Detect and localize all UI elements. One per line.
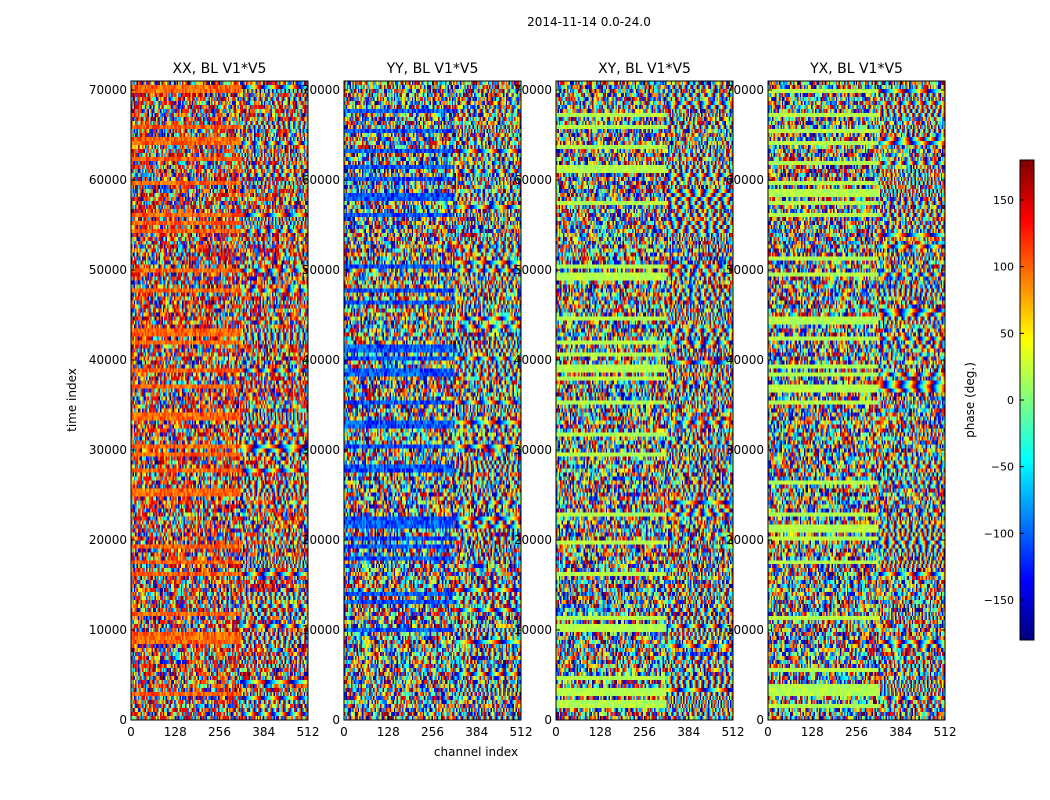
colorbar-tick-label: 100 bbox=[993, 261, 1014, 274]
y-tick-label: 20000 bbox=[514, 533, 552, 547]
y-tick-label: 40000 bbox=[726, 353, 764, 367]
x-tick-label: 256 bbox=[208, 725, 231, 739]
heatmap-panel: XY, BL V1*V5 0 128 256 384 512 0 10000 20000 3000… bbox=[514, 61, 745, 739]
x-tick-label: 0 bbox=[340, 725, 348, 739]
x-tick-label: 0 bbox=[764, 725, 772, 739]
y-tick-label: 50000 bbox=[89, 263, 127, 277]
y-tick-label: 10000 bbox=[726, 623, 764, 637]
x-tick-label: 512 bbox=[934, 725, 957, 739]
x-tick-label: 384 bbox=[465, 725, 488, 739]
y-tick-label: 20000 bbox=[726, 533, 764, 547]
y-tick-label: 60000 bbox=[89, 173, 127, 187]
y-tick-label: 70000 bbox=[514, 83, 552, 97]
y-tick-label: 60000 bbox=[514, 173, 552, 187]
y-tick-label: 50000 bbox=[726, 263, 764, 277]
y-tick-label: 30000 bbox=[89, 443, 127, 457]
y-tick-label: 10000 bbox=[89, 623, 127, 637]
y-tick-label: 70000 bbox=[302, 83, 340, 97]
heatmap-image bbox=[768, 81, 945, 720]
colorbar: −150 −100 −50 0 50 100 150 phase (deg.) bbox=[963, 159, 1035, 641]
colorbar-tick-label: 150 bbox=[993, 194, 1014, 207]
y-tick-label: 0 bbox=[332, 713, 340, 727]
colorbar-tick-label: −100 bbox=[984, 527, 1014, 540]
y-tick-label: 0 bbox=[756, 713, 764, 727]
figure-suptitle: 2014-11-14 0.0-24.0 bbox=[527, 15, 651, 29]
y-tick-label: 20000 bbox=[89, 533, 127, 547]
y-tick-label: 0 bbox=[119, 713, 127, 727]
y-tick-label: 0 bbox=[544, 713, 552, 727]
x-tick-label: 256 bbox=[421, 725, 444, 739]
x-tick-label: 384 bbox=[252, 725, 275, 739]
colorbar-label: phase (deg.) bbox=[963, 362, 977, 438]
colorbar-tick-label: 0 bbox=[1007, 394, 1014, 407]
panel-title: XX, BL V1*V5 bbox=[173, 61, 267, 77]
colorbar-tick-label: 50 bbox=[1000, 327, 1014, 340]
heatmap-panel: YY, BL V1*V5 0 128 256 384 512 0 10000 20000 3000… bbox=[302, 61, 533, 739]
x-tick-label: 256 bbox=[633, 725, 656, 739]
colorbar-tick-label: −50 bbox=[991, 461, 1014, 474]
x-tick-label: 512 bbox=[297, 725, 320, 739]
x-tick-label: 128 bbox=[377, 725, 400, 739]
y-tick-label: 40000 bbox=[514, 353, 552, 367]
x-tick-label: 512 bbox=[722, 725, 745, 739]
colorbar-ticks: −150 −100 −50 0 50 100 150 bbox=[984, 194, 1024, 607]
x-tick-label: 128 bbox=[801, 725, 824, 739]
y-tick-label: 50000 bbox=[514, 263, 552, 277]
panel-title: YY, BL V1*V5 bbox=[386, 61, 479, 77]
heatmap-image bbox=[131, 81, 308, 720]
heatmap-panel: YX, BL V1*V5 0 128 256 384 512 0 10000 20000 3000… bbox=[726, 61, 957, 739]
y-tick-label: 10000 bbox=[302, 623, 340, 637]
x-tick-label: 384 bbox=[889, 725, 912, 739]
y-tick-label: 30000 bbox=[726, 443, 764, 457]
y-tick-label: 30000 bbox=[514, 443, 552, 457]
x-tick-label: 384 bbox=[677, 725, 700, 739]
heatmap-panels: XX, BL V1*V5 0 128 256 384 512 0 10000 20000 3000… bbox=[89, 61, 957, 739]
y-tick-label: 40000 bbox=[302, 353, 340, 367]
x-tick-label: 128 bbox=[589, 725, 612, 739]
panel-title: XY, BL V1*V5 bbox=[598, 61, 691, 77]
colorbar-tick-label: −150 bbox=[984, 594, 1014, 607]
y-tick-label: 10000 bbox=[514, 623, 552, 637]
y-tick-label: 70000 bbox=[726, 83, 764, 97]
heatmap-panel: XX, BL V1*V5 0 128 256 384 512 0 10000 20000 3000… bbox=[89, 61, 320, 739]
x-tick-label: 128 bbox=[164, 725, 187, 739]
x-tick-label: 0 bbox=[127, 725, 135, 739]
heatmap-image bbox=[344, 81, 521, 720]
y-tick-label: 60000 bbox=[726, 173, 764, 187]
y-axis-label: time index bbox=[65, 368, 79, 432]
x-tick-label: 256 bbox=[845, 725, 868, 739]
heatmap-image bbox=[556, 81, 733, 720]
y-tick-label: 70000 bbox=[89, 83, 127, 97]
y-tick-label: 50000 bbox=[302, 263, 340, 277]
panel-title: YX, BL V1*V5 bbox=[809, 61, 903, 77]
x-tick-label: 512 bbox=[510, 725, 533, 739]
y-tick-label: 30000 bbox=[302, 443, 340, 457]
y-tick-label: 60000 bbox=[302, 173, 340, 187]
x-tick-label: 0 bbox=[552, 725, 560, 739]
x-axis-label: channel index bbox=[434, 745, 518, 759]
y-tick-label: 20000 bbox=[302, 533, 340, 547]
y-tick-label: 40000 bbox=[89, 353, 127, 367]
